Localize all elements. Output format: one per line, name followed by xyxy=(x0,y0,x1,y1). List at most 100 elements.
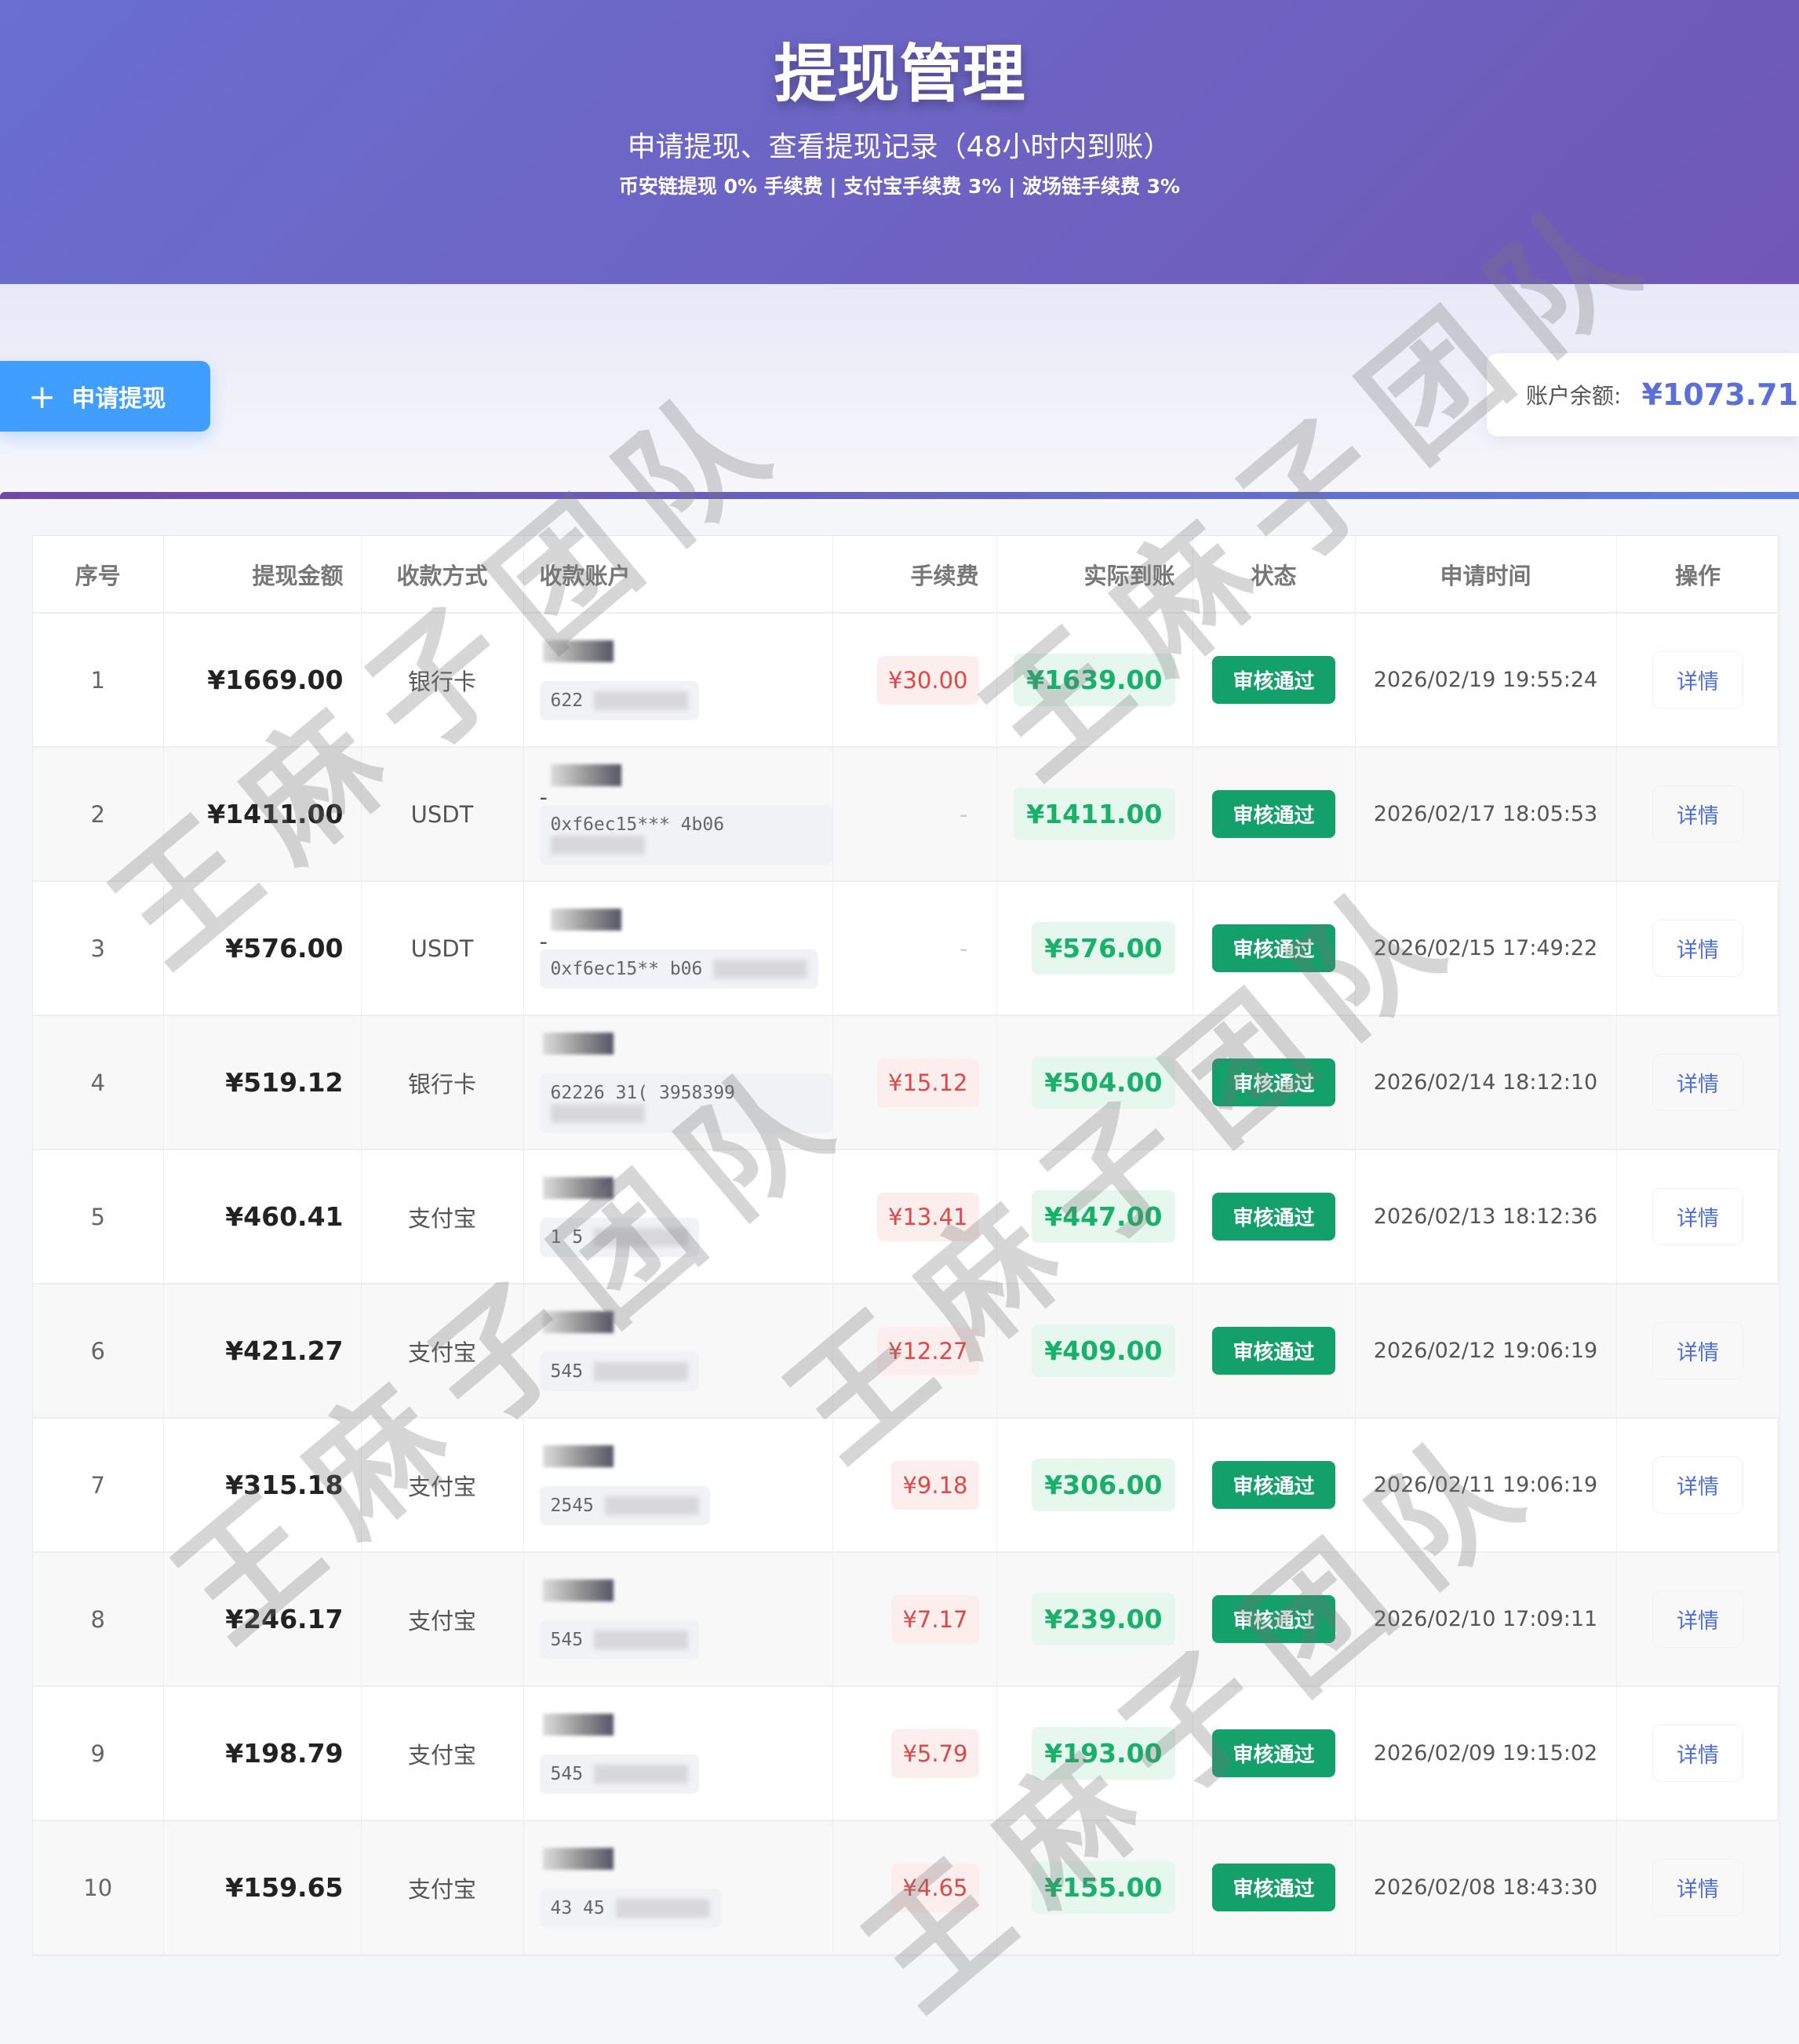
row-number: 10 xyxy=(33,1820,164,1955)
column-header: 序号 xyxy=(33,536,164,614)
account-name-text: - xyxy=(539,783,548,811)
blurred-number xyxy=(615,1899,710,1918)
blurred-number xyxy=(593,1630,688,1649)
fee-value: ¥12.27 xyxy=(877,1326,979,1375)
detail-button[interactable]: 详情 xyxy=(1653,920,1743,976)
status-badge: 审核通过 xyxy=(1212,656,1335,704)
account-number: 622 xyxy=(539,680,699,720)
account-number-text: 62226 31( 3958399 xyxy=(550,1082,735,1103)
row-number: 6 xyxy=(33,1284,164,1419)
action-cell: 详情 xyxy=(1616,1552,1780,1687)
account-name xyxy=(540,1176,832,1204)
blurred-name xyxy=(550,908,621,931)
actual-cell: ¥504.00 xyxy=(996,1015,1193,1150)
table-row: 4 ¥519.12 银行卡 62226 31( 3958399 ¥15.12 ¥… xyxy=(33,1015,1780,1150)
page-header: 提现管理 申请提现、查看提现记录（48小时内到账） 币安链提现 0% 手续费 |… xyxy=(0,0,1799,284)
account-number-text: 0xf6ec15** b06 xyxy=(550,958,703,979)
withdraw-amount: ¥198.79 xyxy=(163,1686,362,1821)
fee-value: ¥4.65 xyxy=(891,1863,979,1912)
status-badge: 审核通过 xyxy=(1212,1864,1335,1911)
account-number: 1 5 xyxy=(539,1217,699,1257)
account-cell: 2545 xyxy=(523,1418,833,1553)
blurred-name xyxy=(542,1176,614,1199)
status-cell: 审核通过 xyxy=(1193,881,1356,1016)
actual-cell: ¥1411.00 xyxy=(996,747,1193,882)
status-cell: 审核通过 xyxy=(1193,1015,1356,1150)
account-cell: - 0xf6ec15** b06 xyxy=(523,881,833,1016)
status-cell: 审核通过 xyxy=(1193,1284,1356,1419)
table-row: 8 ¥246.17 支付宝 545 ¥7.17 ¥239.00 审核通过 202… xyxy=(33,1552,1780,1687)
column-header: 手续费 xyxy=(832,536,997,614)
actual-cell: ¥1639.00 xyxy=(996,613,1193,748)
blurred-name xyxy=(542,639,614,662)
action-cell: 详情 xyxy=(1616,1150,1780,1284)
account-number-text: 545 xyxy=(550,1763,584,1784)
account-number-text: 622 xyxy=(550,690,584,711)
balance-label: 账户余额: xyxy=(1526,383,1622,409)
detail-button[interactable]: 详情 xyxy=(1653,1591,1743,1647)
payment-method: 支付宝 xyxy=(361,1686,524,1821)
apply-time: 2026/02/12 19:06:19 xyxy=(1355,1284,1617,1419)
blurred-number xyxy=(713,960,808,978)
blurred-number xyxy=(593,1228,688,1247)
account-number: 62226 31( 3958399 xyxy=(539,1073,832,1133)
detail-button[interactable]: 详情 xyxy=(1653,1860,1743,1915)
fee-cell: ¥15.12 xyxy=(832,1015,997,1150)
balance-card: 账户余额: ¥1073.71 xyxy=(1487,353,1799,436)
account-number-text: 545 xyxy=(550,1361,584,1382)
detail-button[interactable]: 详情 xyxy=(1653,786,1743,842)
payment-method: 支付宝 xyxy=(361,1820,524,1955)
apply-time: 2026/02/15 17:49:22 xyxy=(1355,881,1617,1016)
column-header: 实际到账 xyxy=(996,536,1193,614)
apply-withdraw-button[interactable]: + 申请提现 xyxy=(0,361,210,432)
account-name: - xyxy=(540,763,832,811)
fee-value: - xyxy=(960,800,968,828)
account-cell: 1 5 xyxy=(523,1150,833,1284)
fee-cell: - xyxy=(832,881,997,1016)
status-badge: 审核通过 xyxy=(1212,1461,1335,1509)
apply-withdraw-label: 申请提现 xyxy=(71,385,166,413)
account-number-text: 545 xyxy=(550,1629,584,1650)
actual-amount: ¥409.00 xyxy=(1032,1324,1175,1377)
account-number: 545 xyxy=(539,1754,699,1794)
account-number: 0xf6ec15** b06 xyxy=(539,949,819,989)
payment-method: USDT xyxy=(361,747,524,882)
apply-time: 2026/02/11 19:06:19 xyxy=(1355,1418,1617,1553)
detail-button[interactable]: 详情 xyxy=(1653,1323,1743,1379)
detail-button[interactable]: 详情 xyxy=(1653,1725,1743,1781)
row-number: 1 xyxy=(33,613,164,748)
status-cell: 审核通过 xyxy=(1193,1686,1356,1821)
blurred-name xyxy=(550,763,621,786)
actual-cell: ¥306.00 xyxy=(996,1418,1193,1553)
actual-cell: ¥409.00 xyxy=(996,1284,1193,1419)
fee-cell: ¥12.27 xyxy=(832,1284,997,1419)
detail-button[interactable]: 详情 xyxy=(1653,652,1743,708)
status-cell: 审核通过 xyxy=(1193,1820,1356,1955)
account-number-text: 43 45 xyxy=(550,1897,605,1918)
fee-value: - xyxy=(960,935,968,962)
apply-time: 2026/02/17 18:05:53 xyxy=(1355,747,1617,882)
fee-cell: ¥9.18 xyxy=(832,1418,997,1553)
account-name: - xyxy=(540,908,832,955)
table-row: 2 ¥1411.00 USDT - 0xf6ec15*** 4b06 - ¥14… xyxy=(33,747,1780,882)
row-number: 8 xyxy=(33,1552,164,1687)
payment-method: 支付宝 xyxy=(361,1552,524,1687)
action-cell: 详情 xyxy=(1616,881,1780,1016)
blurred-name xyxy=(542,1713,614,1736)
blurred-number xyxy=(593,1362,688,1381)
row-number: 4 xyxy=(33,1015,164,1150)
account-name xyxy=(540,639,832,667)
column-header: 提现金额 xyxy=(163,536,362,614)
detail-button[interactable]: 详情 xyxy=(1653,1189,1743,1244)
status-badge: 审核通过 xyxy=(1212,1595,1335,1643)
status-cell: 审核通过 xyxy=(1193,747,1356,882)
detail-button[interactable]: 详情 xyxy=(1653,1055,1743,1110)
account-name xyxy=(540,1713,832,1740)
detail-button[interactable]: 详情 xyxy=(1653,1457,1743,1513)
fee-cell: ¥30.00 xyxy=(832,613,997,748)
status-badge: 审核通过 xyxy=(1212,1729,1335,1777)
status-badge: 审核通过 xyxy=(1212,1193,1335,1241)
payment-method: 支付宝 xyxy=(361,1418,524,1553)
balance-value: ¥1073.71 xyxy=(1641,377,1798,412)
account-name xyxy=(540,1579,832,1606)
